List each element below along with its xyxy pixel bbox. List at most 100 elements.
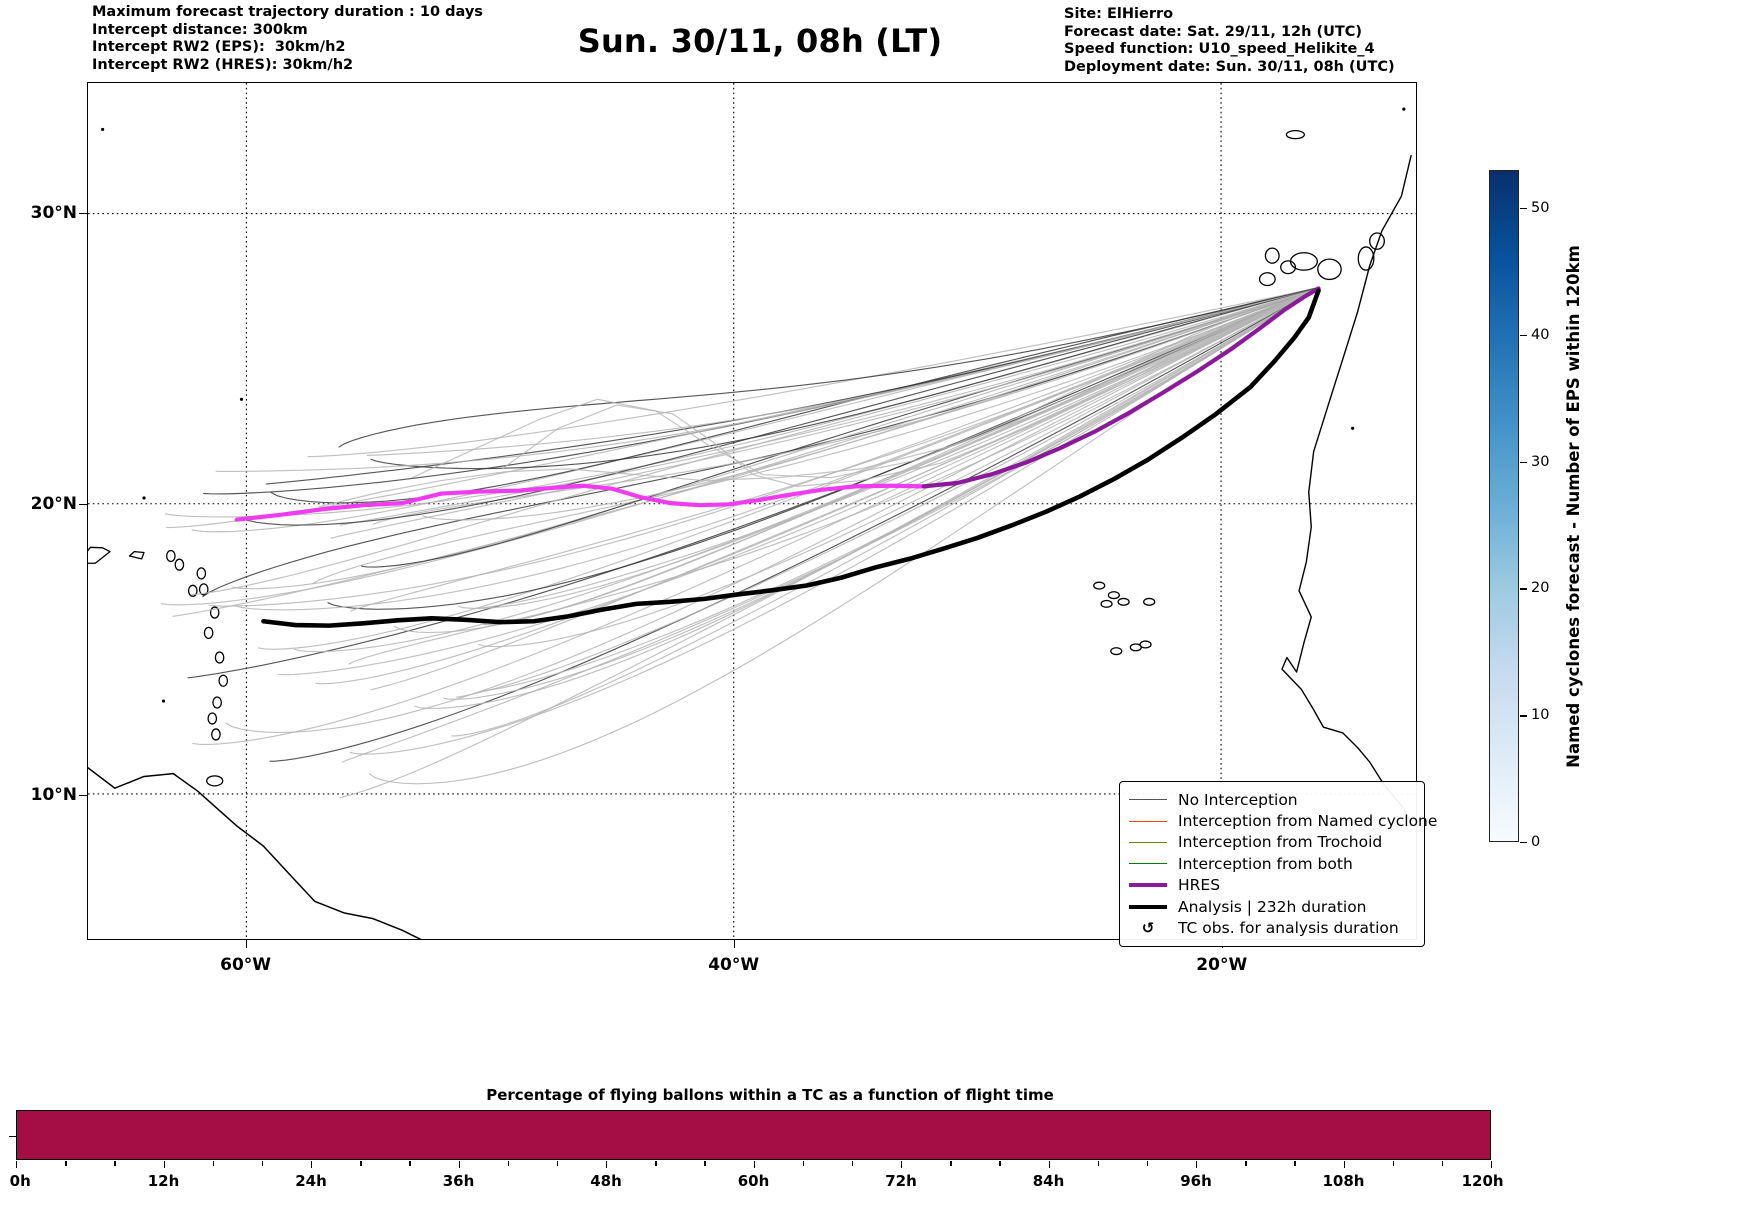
colorbar-tick (1520, 842, 1527, 844)
legend-line (1129, 820, 1167, 822)
bottom-bar-title: Percentage of flying ballons within a TC… (486, 1086, 1054, 1104)
bottom-bar-fill (17, 1111, 1490, 1159)
header-left-line-3: Intercept RW2 (HRES): 30km/h2 (92, 56, 354, 73)
coastline (1281, 154, 1412, 824)
map-x-tick-label-0: 60°W (220, 955, 272, 975)
bottom-bar-tick (16, 1161, 18, 1168)
legend-item-label: No Interception (1178, 790, 1298, 809)
island-outline (1285, 130, 1306, 140)
legend-line-swatch (1128, 799, 1168, 801)
colorbar-tick (1520, 208, 1527, 210)
bottom-bar-minor-tick (851, 1161, 854, 1166)
island-outline (211, 728, 221, 741)
legend-item-label: Analysis | 232h duration (1178, 897, 1367, 916)
coastline (128, 550, 145, 560)
colorbar-title-text: Named cyclones forecast - Number of EPS … (1563, 244, 1583, 768)
ensemble-member-trajectory (338, 286, 1320, 448)
bottom-bar-minor-tick (1392, 1161, 1395, 1166)
ensemble-member-trajectory (234, 286, 1320, 611)
ensemble-member-trajectory (370, 286, 1320, 470)
bottom-bar-minor-tick (655, 1161, 657, 1166)
colorbar-tick (1520, 588, 1527, 590)
colorbar-tick-label-3: 30 (1531, 453, 1550, 470)
island-outline (1369, 232, 1385, 250)
island-outline (1280, 260, 1297, 275)
bottom-bar-tick (1491, 1161, 1493, 1168)
map-y-tick (79, 212, 87, 215)
island-outline (198, 583, 209, 596)
bottom-bar-tick-label-1: 12h (147, 1172, 180, 1190)
island-outline (1093, 581, 1106, 590)
legend-line-swatch (1128, 820, 1168, 822)
bottom-bar-tick-label-9: 108h (1322, 1172, 1365, 1190)
island-outline (209, 606, 220, 619)
legend-item-label: Interception from Named cyclone (1178, 812, 1438, 831)
island-outline (1258, 272, 1276, 287)
ensemble-member-trajectory (414, 286, 1320, 709)
map-y-tick-label-1: 20°N (30, 493, 77, 514)
bottom-bar-minor-tick (1441, 1161, 1444, 1166)
island-outline (1289, 252, 1318, 271)
coastline (88, 546, 111, 564)
map-y-tick (79, 794, 87, 797)
ensemble-member-trajectory (450, 286, 1320, 737)
ensemble-member-trajectory (373, 286, 1320, 525)
island-outline (212, 696, 222, 709)
bottom-bar-minor-tick (507, 1161, 510, 1166)
legend-item-1: Interception from Named cyclone (1128, 810, 1437, 831)
bottom-bar-tick-label-7: 84h (1032, 1172, 1065, 1190)
island-outline (203, 626, 214, 640)
ensemble-member-trajectory (270, 286, 1320, 504)
ensemble-member-trajectory (349, 286, 1320, 755)
bottom-bar-tick (163, 1161, 165, 1168)
bottom-bar-tick (1196, 1161, 1198, 1168)
cyclone-glyph: ↺ (1141, 918, 1155, 937)
ensemble-member-trajectory (240, 286, 1320, 526)
colorbar-tick-label-1: 10 (1531, 707, 1550, 724)
bottom-bar-minor-tick (360, 1161, 362, 1166)
ensemble-member-trajectory (311, 286, 1320, 585)
map-speck (101, 127, 105, 132)
colorbar-tick (1520, 715, 1527, 717)
legend-item-6: ↺ TC obs. for analysis duration (1128, 917, 1414, 938)
header-left-block: Maximum forecast trajectory duration : 1… (92, 4, 483, 74)
colorbar: 0 10 20 30 40 50 (1489, 170, 1549, 850)
bottom-bar-y-tick (9, 1136, 16, 1138)
ensemble-member-trajectory (225, 286, 1320, 734)
bottom-bar-minor-tick (114, 1161, 116, 1166)
legend-line-swatch (1128, 841, 1168, 843)
header-right-line-1: Forecast date: Sat. 29/11, 12h (UTC) (1064, 23, 1363, 40)
colorbar-tick-label-0: 0 (1531, 834, 1541, 850)
bottom-bar-tick (753, 1161, 755, 1168)
coastline (88, 767, 422, 939)
legend-item-0: No Interception (1128, 789, 1414, 810)
bottom-bar-tick-label-5: 60h (737, 1172, 770, 1190)
island-outline (214, 651, 225, 664)
colorbar-tick-label-5: 50 (1531, 200, 1550, 217)
ensemble-member-trajectory (483, 286, 1320, 692)
legend-item-4: HRES (1128, 875, 1414, 896)
bottom-bar-tick (458, 1161, 460, 1168)
bottom-bar-minor-tick (212, 1161, 215, 1166)
ensemble-member-trajectory (455, 286, 1320, 698)
tc-observation-icon: ↺ (1128, 918, 1168, 937)
ensemble-member-trajectory (361, 286, 1320, 568)
ensemble-member-trajectory (339, 286, 1320, 799)
legend-line (1129, 883, 1167, 888)
bottom-bar-tick (1343, 1161, 1345, 1168)
header-right-line-3: Deployment date: Sun. 30/11, 08h (UTC) (1064, 58, 1395, 75)
legend-item-label: Interception from Trochoid (1178, 833, 1383, 852)
bottom-bar-minor-tick (1097, 1161, 1100, 1166)
ensemble-member-trajectory (327, 286, 1320, 610)
map-x-tick (245, 940, 248, 948)
map-speck (142, 496, 146, 500)
legend-item-3: Interception from both (1128, 853, 1414, 874)
bottom-bar-tick (606, 1161, 608, 1168)
ensemble-member-trajectory (215, 286, 1320, 472)
bottom-bar-minor-tick (65, 1161, 67, 1166)
island-outline (1107, 591, 1120, 600)
island-outline (1264, 247, 1280, 264)
ensemble-member-trajectory (160, 286, 1320, 606)
bottom-bar-tick-label-3: 36h (442, 1172, 475, 1190)
map-speck (1402, 107, 1406, 111)
